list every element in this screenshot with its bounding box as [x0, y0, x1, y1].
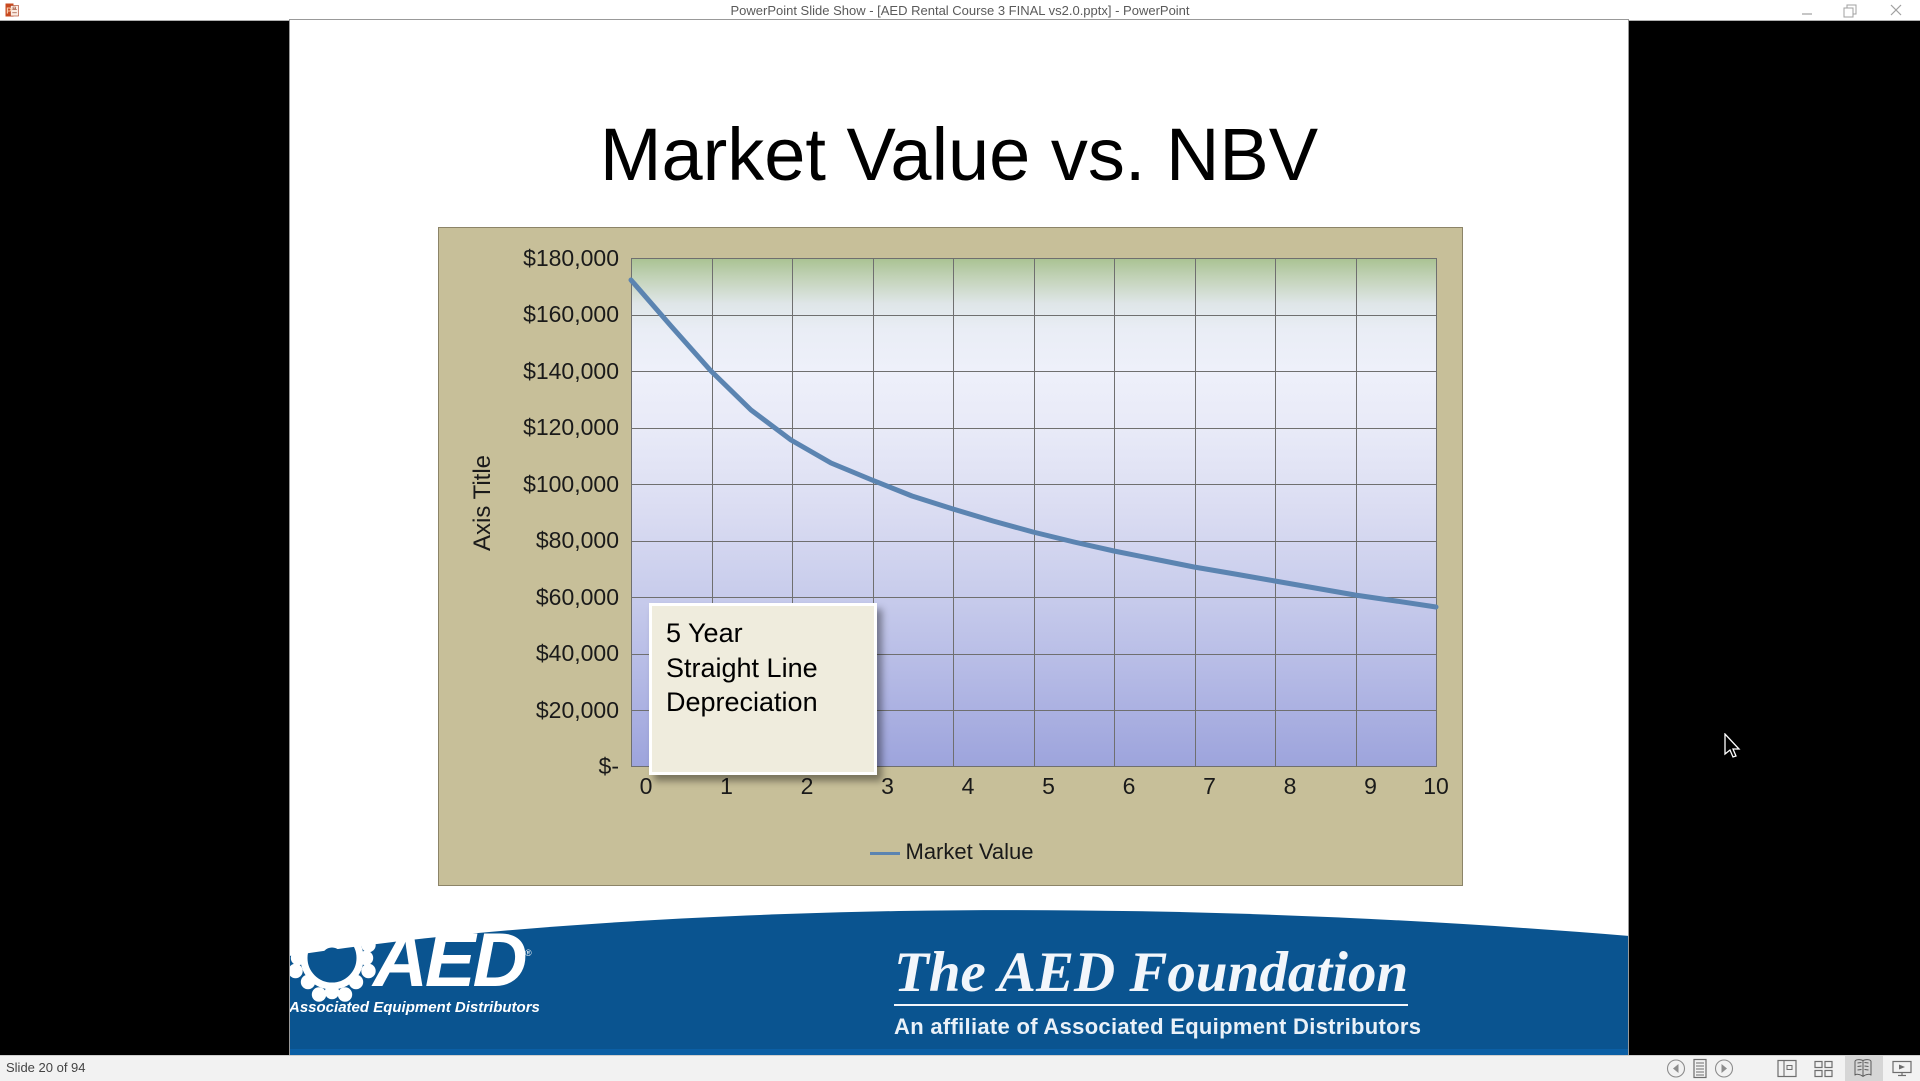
svg-text:Associated Equipment Distribut: Associated Equipment Distributors: [290, 999, 539, 1015]
svg-text:AED: AED: [371, 918, 526, 1003]
svg-text:®: ®: [525, 948, 532, 958]
